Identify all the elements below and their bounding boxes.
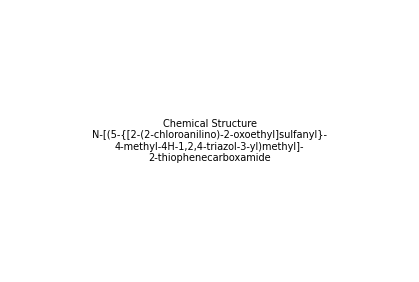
Text: Chemical Structure
N-[(5-{[2-(2-chloroanilino)-2-oxoethyl]sulfanyl}-
4-methyl-4H: Chemical Structure N-[(5-{[2-(2-chloroan…: [92, 119, 327, 163]
